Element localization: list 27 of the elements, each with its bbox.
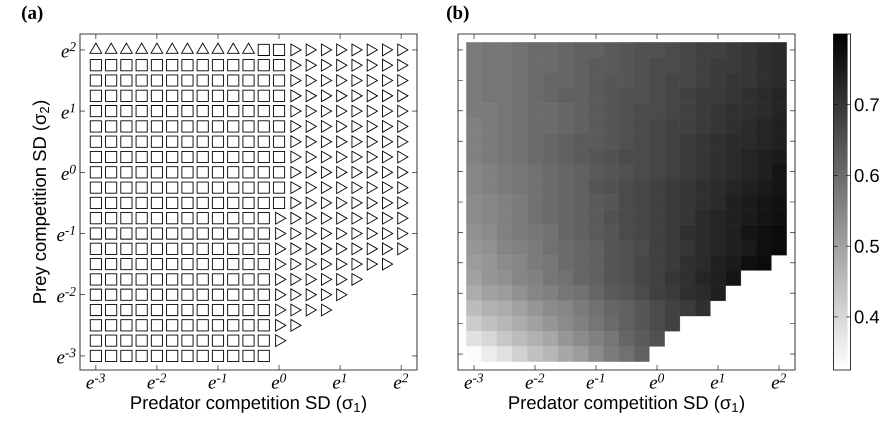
x-tick-label: e$^{1}$ [710, 374, 724, 389]
x-tick-label: e$^{1}$ [332, 374, 346, 389]
color-bar-label: 0.5 [854, 240, 879, 253]
x-tick-label: e$^{-3}$ [86, 374, 105, 389]
chart-title: (a) [22, 6, 42, 23]
y-axis-title: Prey competition SD (σ$_{2}$) [32, 100, 50, 303]
x-tick-label: e$^{-1}$ [586, 374, 604, 389]
color-bar-label: 0.6 [854, 168, 879, 182]
chart-title: (b) [447, 6, 469, 23]
x-tick-label: e$^{-2}$ [526, 374, 544, 389]
y-tick-label: e$^{2}$ [62, 42, 76, 58]
x-tick-label: e$^{-3}$ [464, 374, 484, 389]
x-tick-label: e$^{2}$ [394, 374, 408, 389]
x-tick-label: e$^{0}$ [272, 374, 286, 389]
x-axis-title: Predator competition SD (σ$_{1}$) [131, 396, 366, 413]
x-axis-title: Predator competition SD (σ$_{1}$) [509, 396, 744, 413]
y-tick-label: e$^{0}$ [62, 164, 76, 180]
y-tick-label: e$^{-1}$ [57, 226, 75, 242]
x-tick-label: e$^{0}$ [650, 374, 664, 389]
x-tick-label: e$^{-2}$ [148, 374, 166, 389]
y-tick-label: e$^{-2}$ [57, 287, 76, 302]
color-bar-label: 0.4 [854, 310, 880, 324]
x-tick-label: e$^{2}$ [772, 374, 786, 389]
color-bar-label: 0.7 [854, 98, 879, 112]
y-tick-label: e$^{-3}$ [57, 348, 76, 364]
y-tick-label: e$^{1}$ [62, 104, 75, 119]
x-tick-label: e$^{-1}$ [208, 374, 226, 389]
